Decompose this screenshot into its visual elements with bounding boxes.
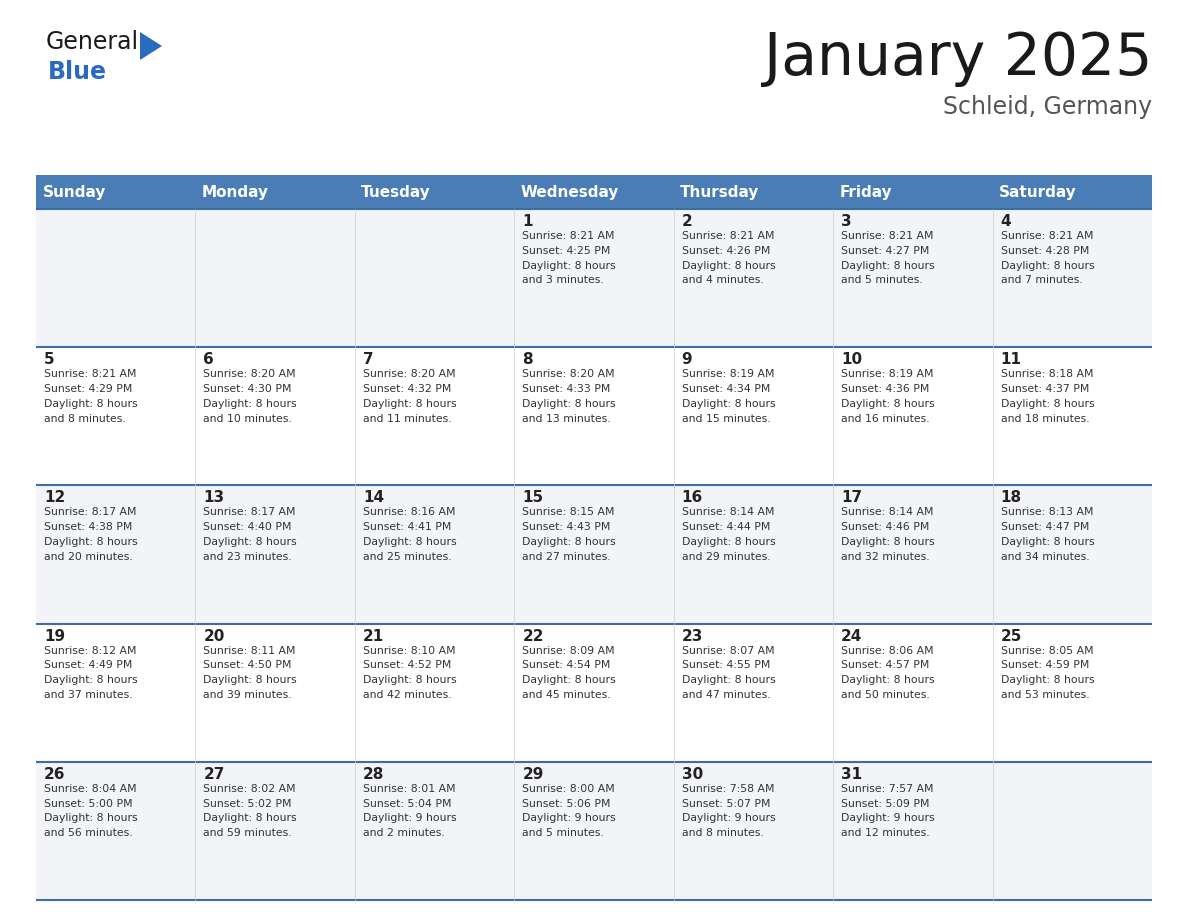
- Text: General: General: [46, 30, 139, 54]
- Text: Sunrise: 8:18 AM
Sunset: 4:37 PM
Daylight: 8 hours
and 18 minutes.: Sunrise: 8:18 AM Sunset: 4:37 PM Dayligh…: [1000, 369, 1094, 423]
- Bar: [36, 486, 1152, 623]
- Text: Schleid, Germany: Schleid, Germany: [943, 95, 1152, 119]
- Text: Sunrise: 8:21 AM
Sunset: 4:25 PM
Daylight: 8 hours
and 3 minutes.: Sunrise: 8:21 AM Sunset: 4:25 PM Dayligh…: [523, 231, 615, 285]
- Text: Sunday: Sunday: [43, 185, 106, 199]
- Text: 25: 25: [1000, 629, 1022, 644]
- Text: 13: 13: [203, 490, 225, 506]
- Text: 15: 15: [523, 490, 543, 506]
- Text: 11: 11: [1000, 353, 1022, 367]
- Bar: [36, 175, 196, 209]
- Text: 20: 20: [203, 629, 225, 644]
- Text: Sunrise: 7:58 AM
Sunset: 5:07 PM
Daylight: 9 hours
and 8 minutes.: Sunrise: 7:58 AM Sunset: 5:07 PM Dayligh…: [682, 784, 776, 838]
- Text: Sunrise: 8:01 AM
Sunset: 5:04 PM
Daylight: 9 hours
and 2 minutes.: Sunrise: 8:01 AM Sunset: 5:04 PM Dayligh…: [362, 784, 456, 838]
- Text: Monday: Monday: [202, 185, 268, 199]
- Text: Sunrise: 8:09 AM
Sunset: 4:54 PM
Daylight: 8 hours
and 45 minutes.: Sunrise: 8:09 AM Sunset: 4:54 PM Dayligh…: [523, 645, 615, 700]
- Text: Saturday: Saturday: [999, 185, 1076, 199]
- Text: 4: 4: [1000, 214, 1011, 229]
- Text: Sunrise: 8:21 AM
Sunset: 4:29 PM
Daylight: 8 hours
and 8 minutes.: Sunrise: 8:21 AM Sunset: 4:29 PM Dayligh…: [44, 369, 138, 423]
- Text: Sunrise: 8:05 AM
Sunset: 4:59 PM
Daylight: 8 hours
and 53 minutes.: Sunrise: 8:05 AM Sunset: 4:59 PM Dayligh…: [1000, 645, 1094, 700]
- Text: Sunrise: 8:17 AM
Sunset: 4:40 PM
Daylight: 8 hours
and 23 minutes.: Sunrise: 8:17 AM Sunset: 4:40 PM Dayligh…: [203, 508, 297, 562]
- Text: Sunrise: 8:10 AM
Sunset: 4:52 PM
Daylight: 8 hours
and 42 minutes.: Sunrise: 8:10 AM Sunset: 4:52 PM Dayligh…: [362, 645, 456, 700]
- Text: 10: 10: [841, 353, 862, 367]
- Text: Sunrise: 8:02 AM
Sunset: 5:02 PM
Daylight: 8 hours
and 59 minutes.: Sunrise: 8:02 AM Sunset: 5:02 PM Dayligh…: [203, 784, 297, 838]
- Text: Sunrise: 8:14 AM
Sunset: 4:44 PM
Daylight: 8 hours
and 29 minutes.: Sunrise: 8:14 AM Sunset: 4:44 PM Dayligh…: [682, 508, 776, 562]
- Text: 24: 24: [841, 629, 862, 644]
- Text: 7: 7: [362, 353, 373, 367]
- Text: Sunrise: 8:12 AM
Sunset: 4:49 PM
Daylight: 8 hours
and 37 minutes.: Sunrise: 8:12 AM Sunset: 4:49 PM Dayligh…: [44, 645, 138, 700]
- Text: Sunrise: 8:19 AM
Sunset: 4:34 PM
Daylight: 8 hours
and 15 minutes.: Sunrise: 8:19 AM Sunset: 4:34 PM Dayligh…: [682, 369, 776, 423]
- Bar: [833, 175, 992, 209]
- Text: Sunrise: 8:14 AM
Sunset: 4:46 PM
Daylight: 8 hours
and 32 minutes.: Sunrise: 8:14 AM Sunset: 4:46 PM Dayligh…: [841, 508, 935, 562]
- Text: 28: 28: [362, 767, 384, 782]
- Text: Sunrise: 8:04 AM
Sunset: 5:00 PM
Daylight: 8 hours
and 56 minutes.: Sunrise: 8:04 AM Sunset: 5:00 PM Dayligh…: [44, 784, 138, 838]
- Text: Sunrise: 8:21 AM
Sunset: 4:28 PM
Daylight: 8 hours
and 7 minutes.: Sunrise: 8:21 AM Sunset: 4:28 PM Dayligh…: [1000, 231, 1094, 285]
- Text: 2: 2: [682, 214, 693, 229]
- Text: Sunrise: 8:06 AM
Sunset: 4:57 PM
Daylight: 8 hours
and 50 minutes.: Sunrise: 8:06 AM Sunset: 4:57 PM Dayligh…: [841, 645, 935, 700]
- Text: Sunrise: 8:21 AM
Sunset: 4:27 PM
Daylight: 8 hours
and 5 minutes.: Sunrise: 8:21 AM Sunset: 4:27 PM Dayligh…: [841, 231, 935, 285]
- Bar: [674, 175, 833, 209]
- Text: Sunrise: 8:11 AM
Sunset: 4:50 PM
Daylight: 8 hours
and 39 minutes.: Sunrise: 8:11 AM Sunset: 4:50 PM Dayligh…: [203, 645, 297, 700]
- Text: 12: 12: [44, 490, 65, 506]
- Text: 22: 22: [523, 629, 544, 644]
- Polygon shape: [140, 32, 162, 60]
- Text: Tuesday: Tuesday: [361, 185, 431, 199]
- Text: 3: 3: [841, 214, 852, 229]
- Text: Sunrise: 8:20 AM
Sunset: 4:33 PM
Daylight: 8 hours
and 13 minutes.: Sunrise: 8:20 AM Sunset: 4:33 PM Dayligh…: [523, 369, 615, 423]
- Text: 9: 9: [682, 353, 693, 367]
- Text: 26: 26: [44, 767, 65, 782]
- Text: Sunrise: 8:21 AM
Sunset: 4:26 PM
Daylight: 8 hours
and 4 minutes.: Sunrise: 8:21 AM Sunset: 4:26 PM Dayligh…: [682, 231, 776, 285]
- Bar: [355, 175, 514, 209]
- Bar: [36, 347, 1152, 486]
- Bar: [514, 175, 674, 209]
- Text: January 2025: January 2025: [764, 30, 1152, 87]
- Bar: [196, 175, 355, 209]
- Text: 5: 5: [44, 353, 55, 367]
- Text: Sunrise: 8:16 AM
Sunset: 4:41 PM
Daylight: 8 hours
and 25 minutes.: Sunrise: 8:16 AM Sunset: 4:41 PM Dayligh…: [362, 508, 456, 562]
- Text: 31: 31: [841, 767, 862, 782]
- Bar: [36, 209, 1152, 347]
- Text: 17: 17: [841, 490, 862, 506]
- Text: Sunrise: 8:20 AM
Sunset: 4:32 PM
Daylight: 8 hours
and 11 minutes.: Sunrise: 8:20 AM Sunset: 4:32 PM Dayligh…: [362, 369, 456, 423]
- Text: Sunrise: 8:00 AM
Sunset: 5:06 PM
Daylight: 9 hours
and 5 minutes.: Sunrise: 8:00 AM Sunset: 5:06 PM Dayligh…: [523, 784, 615, 838]
- Text: 19: 19: [44, 629, 65, 644]
- Text: Sunrise: 8:13 AM
Sunset: 4:47 PM
Daylight: 8 hours
and 34 minutes.: Sunrise: 8:13 AM Sunset: 4:47 PM Dayligh…: [1000, 508, 1094, 562]
- Bar: [992, 175, 1152, 209]
- Text: Friday: Friday: [840, 185, 892, 199]
- Text: Sunrise: 8:17 AM
Sunset: 4:38 PM
Daylight: 8 hours
and 20 minutes.: Sunrise: 8:17 AM Sunset: 4:38 PM Dayligh…: [44, 508, 138, 562]
- Text: Thursday: Thursday: [680, 185, 759, 199]
- Text: 27: 27: [203, 767, 225, 782]
- Text: 18: 18: [1000, 490, 1022, 506]
- Text: Sunrise: 8:07 AM
Sunset: 4:55 PM
Daylight: 8 hours
and 47 minutes.: Sunrise: 8:07 AM Sunset: 4:55 PM Dayligh…: [682, 645, 776, 700]
- Bar: [36, 623, 1152, 762]
- Text: 14: 14: [362, 490, 384, 506]
- Text: Wednesday: Wednesday: [520, 185, 619, 199]
- Text: 23: 23: [682, 629, 703, 644]
- Text: 30: 30: [682, 767, 703, 782]
- Text: Sunrise: 8:20 AM
Sunset: 4:30 PM
Daylight: 8 hours
and 10 minutes.: Sunrise: 8:20 AM Sunset: 4:30 PM Dayligh…: [203, 369, 297, 423]
- Text: Sunrise: 8:15 AM
Sunset: 4:43 PM
Daylight: 8 hours
and 27 minutes.: Sunrise: 8:15 AM Sunset: 4:43 PM Dayligh…: [523, 508, 615, 562]
- Text: Sunrise: 7:57 AM
Sunset: 5:09 PM
Daylight: 9 hours
and 12 minutes.: Sunrise: 7:57 AM Sunset: 5:09 PM Dayligh…: [841, 784, 935, 838]
- Text: 16: 16: [682, 490, 703, 506]
- Text: 29: 29: [523, 767, 544, 782]
- Text: 8: 8: [523, 353, 533, 367]
- Text: 1: 1: [523, 214, 532, 229]
- Text: 6: 6: [203, 353, 214, 367]
- Text: 21: 21: [362, 629, 384, 644]
- Bar: [36, 762, 1152, 900]
- Text: Blue: Blue: [48, 60, 107, 84]
- Text: Sunrise: 8:19 AM
Sunset: 4:36 PM
Daylight: 8 hours
and 16 minutes.: Sunrise: 8:19 AM Sunset: 4:36 PM Dayligh…: [841, 369, 935, 423]
